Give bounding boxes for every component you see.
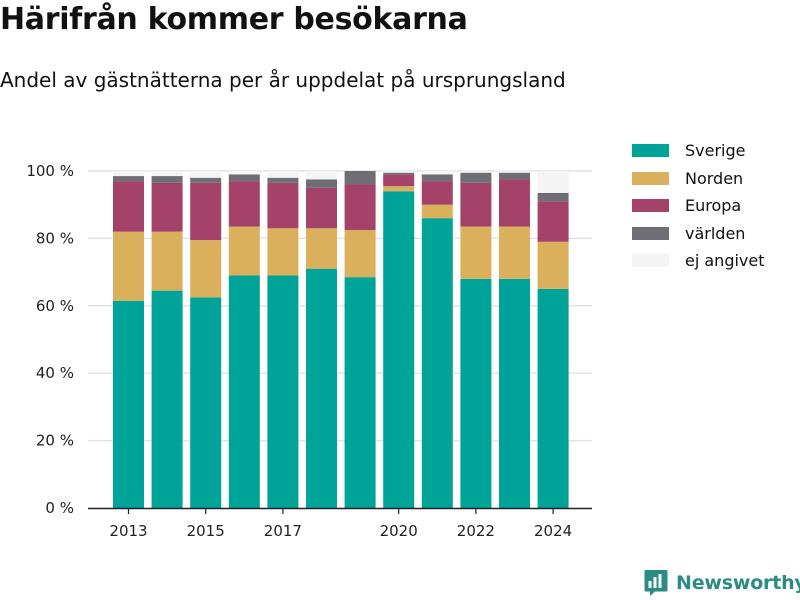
y-tick-label: 100 % xyxy=(26,162,74,180)
chart-legend: Sverige Norden Europa världen ej angivet xyxy=(632,137,765,275)
bar-segment xyxy=(306,171,337,180)
bar-segment xyxy=(113,176,144,182)
bar-segment xyxy=(460,182,492,227)
legend-label: Norden xyxy=(685,168,744,188)
chart-title: Härifrån kommer besökarna xyxy=(0,2,468,37)
bar-segment xyxy=(267,182,299,229)
legend-swatch xyxy=(632,199,669,213)
bar-segment xyxy=(499,172,530,180)
y-tick-label: 80 % xyxy=(36,229,74,247)
bar-segment xyxy=(151,171,183,177)
bar-segment xyxy=(228,226,260,276)
bar-segment xyxy=(344,229,376,278)
x-tick-label: 2013 xyxy=(109,522,147,540)
bar-segment xyxy=(537,241,569,289)
bar-segment xyxy=(267,275,299,508)
bar-segment xyxy=(383,191,415,508)
legend-item: Sverige xyxy=(632,137,765,165)
legend-label: världen xyxy=(685,223,746,243)
x-tick-label: 2020 xyxy=(380,522,418,540)
bar-segment xyxy=(113,300,144,508)
y-tick-label: 60 % xyxy=(36,297,74,315)
bar-segment xyxy=(228,174,260,182)
legend-swatch xyxy=(632,144,669,158)
bar-segment xyxy=(537,201,569,242)
bar-segment xyxy=(267,171,299,178)
x-tick-label: 2024 xyxy=(534,522,572,540)
legend-item: världen xyxy=(632,220,765,248)
bar-segment xyxy=(267,177,299,183)
chart-subtitle: Andel av gästnätterna per år uppdelat på… xyxy=(0,68,566,92)
bar-segment xyxy=(113,231,144,301)
x-tick-label: 2015 xyxy=(187,522,225,540)
bar-segment xyxy=(190,240,222,298)
bar-segment xyxy=(344,171,376,185)
legend-label: Europa xyxy=(685,196,742,216)
y-tick-label: 40 % xyxy=(36,364,74,382)
legend-label: ej angivet xyxy=(685,251,765,271)
bar-segment xyxy=(383,172,415,175)
bar-segment xyxy=(421,204,453,219)
bar-segment xyxy=(306,268,337,508)
bar-segment xyxy=(306,179,337,188)
legend-item: Norden xyxy=(632,165,765,193)
bar-segment xyxy=(344,184,376,230)
x-tick-label: 2017 xyxy=(264,522,302,540)
bar-segment xyxy=(460,172,492,183)
bar-segment xyxy=(344,277,376,508)
bar-segment xyxy=(228,275,260,508)
bar-segment xyxy=(383,174,415,187)
bar-segment xyxy=(383,171,415,173)
bar-segment xyxy=(190,297,222,508)
bar-segment xyxy=(421,181,453,205)
bar-segment xyxy=(306,187,337,229)
bar-segment xyxy=(421,218,453,508)
bar-segment xyxy=(537,171,569,193)
bar-segment xyxy=(499,278,530,508)
legend-swatch xyxy=(632,226,669,240)
bar-segment xyxy=(151,176,183,183)
bar-segment xyxy=(460,171,492,173)
bar-segment xyxy=(383,186,415,192)
legend-item: Europa xyxy=(632,192,765,220)
legend-item: ej angivet xyxy=(632,247,765,275)
brand-logo: Newsworthy xyxy=(644,569,800,597)
bar-segment xyxy=(267,228,299,276)
bar-segment xyxy=(113,181,144,232)
bar-segment xyxy=(190,177,222,183)
bar-segment xyxy=(421,174,453,182)
bar-segment xyxy=(190,171,222,178)
bar-segment xyxy=(460,278,492,508)
brand-name: Newsworthy xyxy=(676,572,800,594)
bar-segment xyxy=(537,288,569,508)
bar-segment xyxy=(499,226,530,279)
bar-segment xyxy=(151,290,183,508)
legend-swatch xyxy=(632,254,669,268)
bar-segment xyxy=(190,182,222,241)
y-tick-label: 0 % xyxy=(45,499,74,517)
bar-segment xyxy=(499,179,530,227)
bar-segment xyxy=(537,192,569,202)
bar-segment xyxy=(421,171,453,175)
y-tick-label: 20 % xyxy=(36,432,74,450)
x-tick-label: 2022 xyxy=(457,522,495,540)
bar-segment xyxy=(228,171,260,175)
bar-segment xyxy=(228,181,260,227)
bar-segment xyxy=(460,226,492,279)
bar-segment xyxy=(151,231,183,291)
legend-swatch xyxy=(632,171,669,185)
legend-label: Sverige xyxy=(685,141,746,161)
bar-segment xyxy=(499,171,530,173)
newsworthy-logo-icon xyxy=(644,570,668,596)
bar-segment xyxy=(151,182,183,232)
bar-segment xyxy=(306,228,337,269)
bar-segment xyxy=(113,171,144,177)
